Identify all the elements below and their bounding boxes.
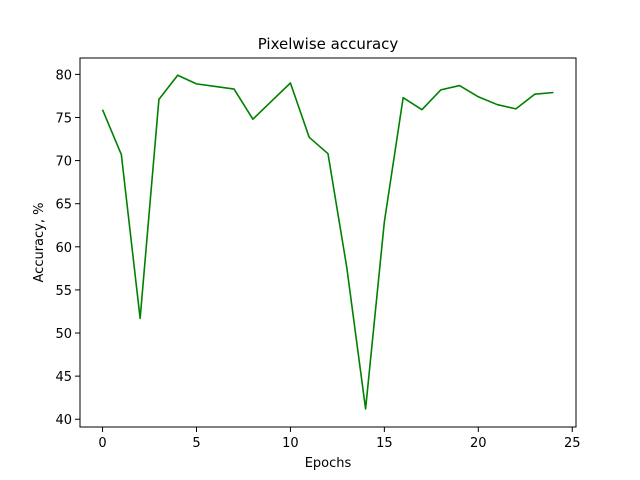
y-tick-label: 75 bbox=[55, 111, 72, 126]
plot-frame bbox=[79, 57, 577, 428]
x-tick-label: 5 bbox=[192, 436, 200, 451]
x-axis: 0 5 10 15 20 25 bbox=[98, 427, 581, 451]
y-axis: 40 45 50 55 60 65 70 75 80 bbox=[55, 68, 80, 428]
x-tick-label: 20 bbox=[470, 436, 487, 451]
x-tick-label: 10 bbox=[282, 436, 299, 451]
y-tick-label: 65 bbox=[55, 198, 72, 213]
y-tick-label: 50 bbox=[55, 327, 72, 342]
y-tick-label: 45 bbox=[55, 370, 72, 385]
y-axis-label: Accuracy, % bbox=[32, 203, 47, 283]
x-tick-label: 25 bbox=[564, 436, 581, 451]
y-tick-label: 55 bbox=[55, 284, 72, 299]
y-tick-label: 80 bbox=[55, 68, 72, 83]
x-tick-label: 0 bbox=[98, 436, 106, 451]
accuracy-series-line bbox=[101, 74, 554, 410]
y-tick-label: 40 bbox=[55, 413, 72, 428]
y-tick-label: 70 bbox=[55, 155, 72, 170]
x-tick-label: 15 bbox=[376, 436, 393, 451]
y-tick-label: 60 bbox=[55, 241, 72, 256]
chart-title: Pixelwise accuracy bbox=[258, 35, 399, 53]
x-axis-label: Epochs bbox=[305, 456, 352, 471]
